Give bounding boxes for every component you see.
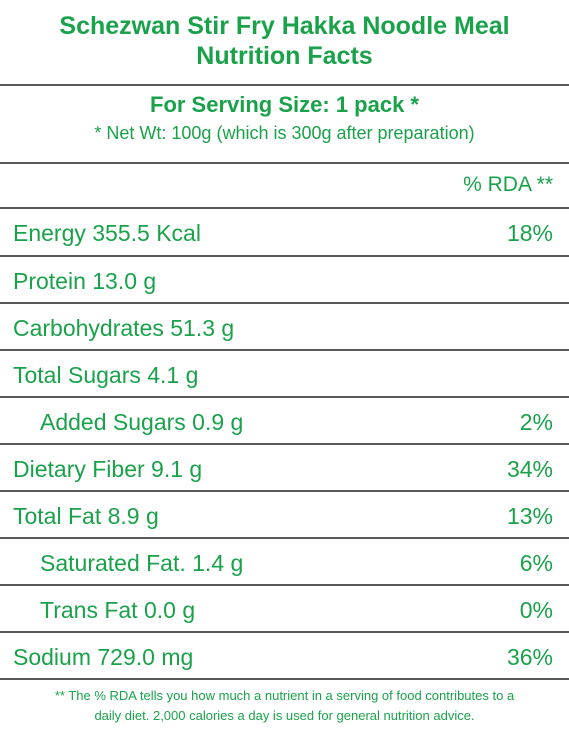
rda-value: 2%: [519, 409, 553, 435]
rda-value: 13%: [506, 503, 553, 529]
nutrient-row-sodium: Sodium 729.0 mg 36%: [0, 634, 569, 678]
row-divider: [0, 396, 569, 398]
footnote-line: daily diet. 2,000 calories a day is used…: [94, 708, 475, 723]
nutrient-label: Total Fat 8.9 g: [13, 503, 159, 529]
nutrient-row-total-sugars: Total Sugars 4.1 g: [0, 352, 569, 396]
rda-value: 36%: [506, 644, 553, 670]
serving-size-title: For Serving Size: 1 pack *: [150, 92, 419, 117]
nutrient-row-energy: Energy 355.5 Kcal 18%: [0, 210, 569, 254]
rda-column-header: % RDA **: [463, 173, 553, 196]
row-divider: [0, 443, 569, 445]
nutrition-facts-heading: Nutrition Facts: [196, 42, 373, 70]
nutrient-row-total-fat: Total Fat 8.9 g 13%: [0, 493, 569, 537]
row-divider: [0, 302, 569, 304]
nutrient-label: Saturated Fat. 1.4 g: [40, 550, 244, 576]
divider-footnote: [0, 678, 569, 680]
net-weight-note: * Net Wt: 100g (which is 300g after prep…: [94, 123, 475, 143]
rda-value: 6%: [519, 550, 553, 576]
divider-header: [0, 84, 569, 86]
row-divider: [0, 255, 569, 257]
divider-serving: [0, 162, 569, 164]
nutrient-row-dietary-fiber: Dietary Fiber 9.1 g 34%: [0, 446, 569, 490]
nutrient-label: Trans Fat 0.0 g: [40, 597, 196, 623]
footnote-line: ** The % RDA tells you how much a nutrie…: [54, 688, 515, 703]
row-divider: [0, 490, 569, 492]
nutrient-label: Energy 355.5 Kcal: [13, 220, 201, 246]
nutrient-row-saturated-fat: Saturated Fat. 1.4 g 6%: [0, 540, 569, 584]
nutrient-row-carbohydrates: Carbohydrates 51.3 g: [0, 305, 569, 349]
product-title: Schezwan Stir Fry Hakka Noodle Meal: [59, 12, 510, 40]
nutrient-row-added-sugars: Added Sugars 0.9 g 2%: [0, 399, 569, 443]
serving-info: For Serving Size: 1 pack * * Net Wt: 100…: [0, 90, 569, 146]
divider-column-header: [0, 207, 569, 209]
nutrient-row-protein: Protein 13.0 g: [0, 258, 569, 302]
row-divider: [0, 537, 569, 539]
row-divider: [0, 631, 569, 633]
rda-value: 0%: [519, 597, 553, 623]
nutrient-label: Sodium 729.0 mg: [13, 644, 194, 670]
label-header: Schezwan Stir Fry Hakka Noodle Meal Nutr…: [0, 0, 569, 84]
rda-value: 18%: [506, 220, 553, 246]
nutrient-label: Dietary Fiber 9.1 g: [13, 456, 203, 482]
nutrient-label: Carbohydrates 51.3 g: [13, 315, 235, 341]
nutrient-label: Protein 13.0 g: [13, 268, 157, 294]
nutrient-label: Total Sugars 4.1 g: [13, 362, 199, 388]
rda-footnote: ** The % RDA tells you how much a nutrie…: [0, 686, 569, 726]
nutrient-row-trans-fat: Trans Fat 0.0 g 0%: [0, 587, 569, 631]
row-divider: [0, 584, 569, 586]
row-divider: [0, 349, 569, 351]
rda-value: 34%: [506, 456, 553, 482]
nutrient-label: Added Sugars 0.9 g: [40, 409, 244, 435]
